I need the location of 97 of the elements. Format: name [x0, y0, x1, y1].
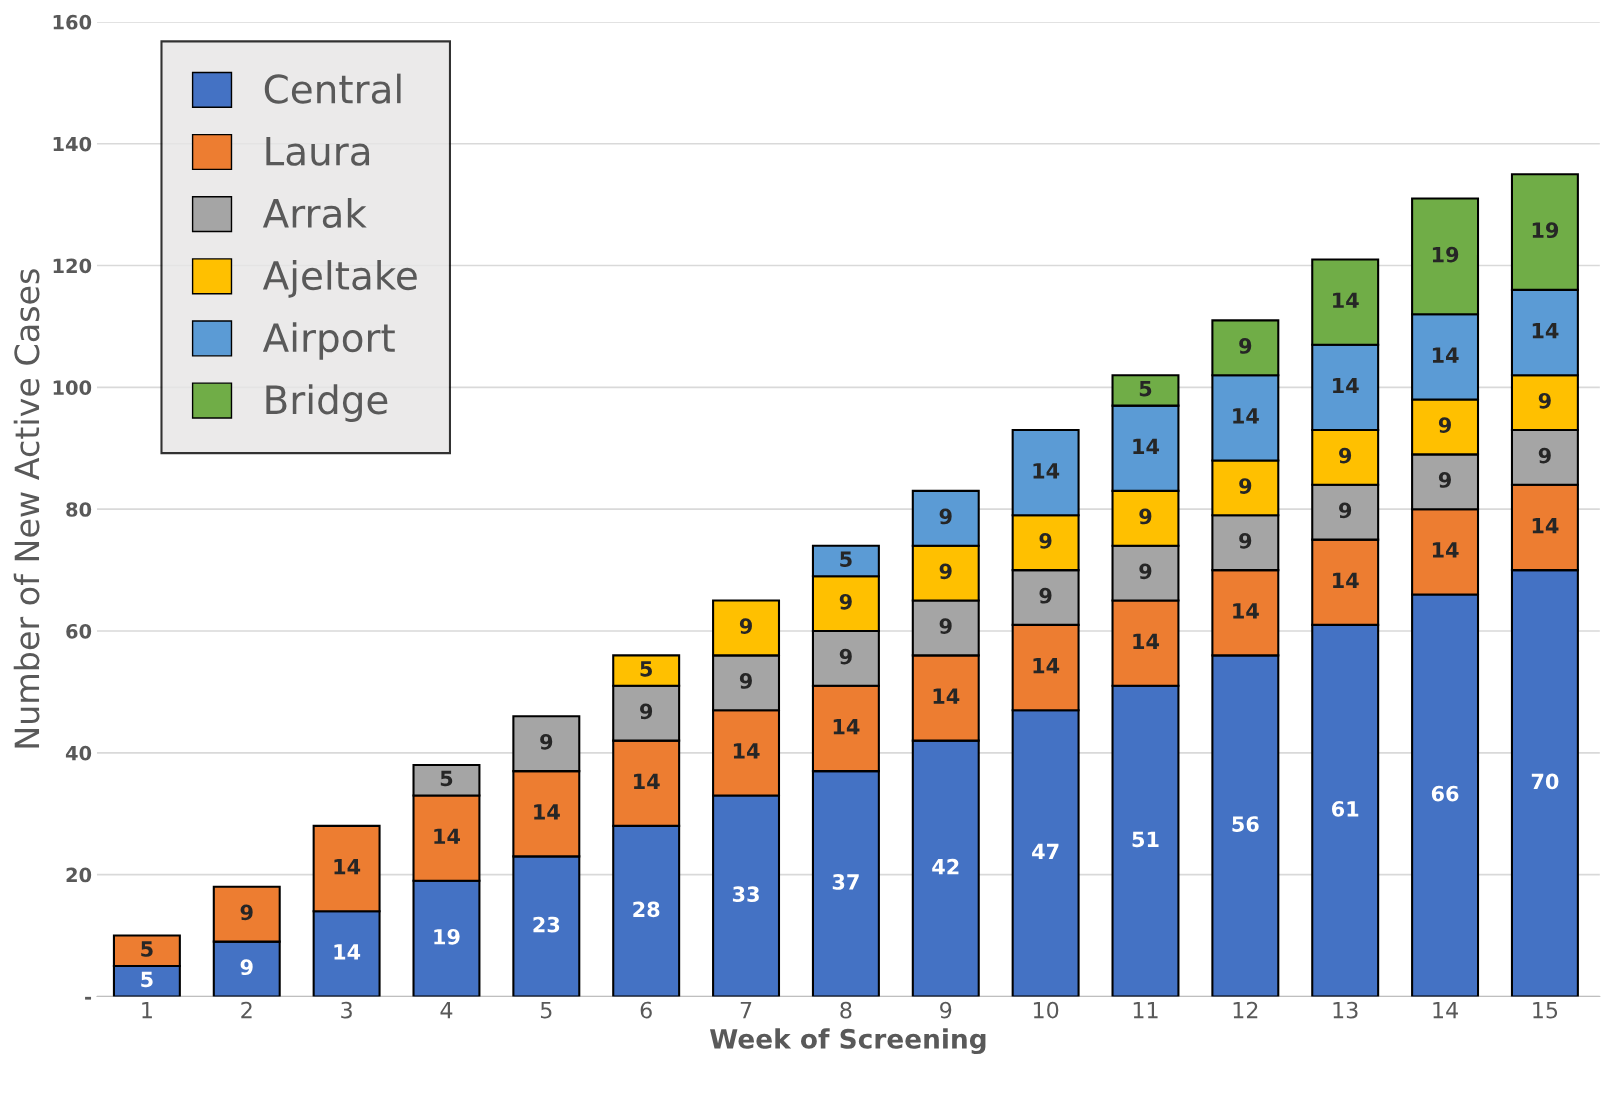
- y-tick-label: 80: [66, 502, 92, 517]
- data-label: 9: [939, 618, 952, 634]
- x-tick-label: 9: [940, 1001, 952, 1019]
- data-label: 14: [1333, 292, 1359, 308]
- x-tick-label: 7: [740, 1002, 752, 1019]
- data-label: 14: [434, 828, 461, 844]
- y-tick-label: 100: [53, 380, 92, 396]
- data-label: 14: [933, 688, 960, 704]
- data-label: 9: [1339, 502, 1352, 519]
- legend-label: Laura: [266, 136, 370, 166]
- y-tick-label: 20: [66, 867, 92, 883]
- x-tick-label: 6: [640, 1001, 652, 1019]
- data-label: 9: [1538, 447, 1551, 464]
- x-axis-title: Week of Screening: [709, 1028, 986, 1055]
- data-label: 9: [1039, 587, 1052, 604]
- data-label: 9: [939, 508, 952, 525]
- data-label: 19: [1432, 246, 1459, 263]
- data-label: 61: [1332, 800, 1359, 817]
- data-label: 9: [939, 563, 952, 580]
- y-tick-label: 140: [53, 136, 92, 152]
- data-label: 9: [1239, 532, 1252, 549]
- data-label: 5: [640, 661, 652, 677]
- data-label: 42: [932, 858, 959, 875]
- data-label: 23: [533, 916, 560, 933]
- data-label: 14: [634, 773, 660, 790]
- x-tick-label: 4: [440, 1002, 453, 1019]
- data-label: 9: [1239, 478, 1252, 494]
- x-tick-label: 13: [1333, 1001, 1358, 1019]
- data-label: 14: [1532, 518, 1559, 534]
- data-label: 47: [1032, 843, 1059, 860]
- data-label: 9: [1139, 508, 1152, 525]
- data-label: 9: [739, 618, 752, 634]
- data-label: 5: [840, 551, 852, 567]
- data-label: 14: [1432, 542, 1459, 558]
- x-tick-label: 2: [241, 1001, 252, 1019]
- x-tick-label: 8: [840, 1001, 852, 1019]
- data-label: 5: [141, 941, 153, 957]
- data-label: 37: [832, 874, 859, 890]
- data-label: 19: [1532, 222, 1559, 239]
- data-label: 14: [334, 859, 361, 875]
- x-tick-label: 14: [1433, 1002, 1458, 1019]
- data-label: 9: [839, 593, 852, 610]
- data-label: 14: [1033, 463, 1060, 479]
- data-label: 9: [640, 703, 653, 720]
- x-tick-label: 10: [1033, 1001, 1059, 1019]
- legend-label: Bridge: [266, 384, 388, 422]
- x-tick-label: 11: [1133, 1002, 1158, 1019]
- data-label: 9: [1039, 532, 1052, 549]
- data-label: 5: [1139, 380, 1152, 397]
- data-label: 70: [1531, 773, 1559, 790]
- data-label: 14: [733, 743, 760, 759]
- data-label: 5: [141, 971, 153, 988]
- data-label: 9: [1139, 563, 1152, 580]
- legend-label: Central: [264, 73, 401, 104]
- data-label: 33: [732, 886, 759, 902]
- data-label: 14: [833, 719, 860, 735]
- data-label: 14: [1333, 377, 1359, 394]
- data-label: 28: [633, 901, 660, 918]
- data-label: 14: [534, 804, 560, 820]
- y-tick-label: 60: [66, 623, 92, 639]
- data-label: 14: [1432, 347, 1459, 363]
- data-label: 14: [1033, 658, 1060, 674]
- data-label: 9: [1438, 472, 1451, 488]
- data-label: 9: [540, 733, 553, 750]
- data-label: 14: [1333, 572, 1359, 589]
- data-label: 9: [1339, 447, 1352, 464]
- legend-label: Ajeltake: [262, 260, 417, 298]
- legend-label: Airport: [262, 322, 395, 360]
- data-label: 14: [1133, 633, 1160, 649]
- x-tick-label: 1: [142, 1002, 152, 1019]
- x-tick-label: 15: [1533, 1002, 1558, 1019]
- data-label: 9: [240, 959, 253, 976]
- data-label: 9: [839, 648, 852, 665]
- data-label: 9: [739, 673, 752, 689]
- data-label: 14: [1233, 408, 1259, 424]
- y-tick-label: 160: [53, 14, 92, 30]
- x-tick-label: 12: [1233, 1001, 1258, 1019]
- y-tick-label: -: [85, 996, 92, 1000]
- data-label: 9: [240, 904, 253, 921]
- data-label: 66: [1431, 785, 1459, 802]
- y-axis-title: Number of New Active Cases: [13, 269, 40, 748]
- data-label: 14: [1133, 438, 1160, 455]
- data-label: 14: [1532, 323, 1559, 339]
- y-tick-label: 40: [65, 745, 92, 761]
- data-label: 9: [1239, 338, 1252, 354]
- x-tick-label: 3: [341, 1001, 352, 1019]
- legend-label: Arrak: [262, 197, 367, 229]
- data-label: 19: [434, 928, 460, 945]
- data-label: 14: [1233, 603, 1259, 619]
- data-label: 5: [440, 770, 453, 787]
- y-tick-label: 120: [53, 258, 92, 274]
- data-label: 56: [1232, 816, 1259, 832]
- data-label: 9: [1538, 392, 1551, 409]
- data-label: 14: [334, 944, 361, 960]
- x-tick-label: 5: [540, 1002, 552, 1019]
- data-label: 51: [1132, 831, 1159, 848]
- data-label: 9: [1438, 417, 1451, 433]
